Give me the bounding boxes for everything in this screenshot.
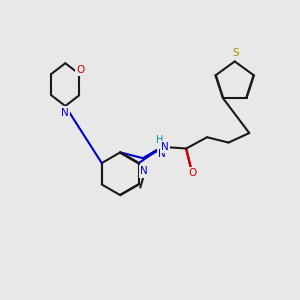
Text: N: N <box>61 108 69 118</box>
Text: O: O <box>76 65 85 75</box>
Text: S: S <box>232 48 238 58</box>
Text: H: H <box>156 136 163 146</box>
Text: N: N <box>140 167 148 176</box>
Text: N: N <box>161 142 169 152</box>
Text: N: N <box>158 149 166 159</box>
Text: O: O <box>188 168 196 178</box>
